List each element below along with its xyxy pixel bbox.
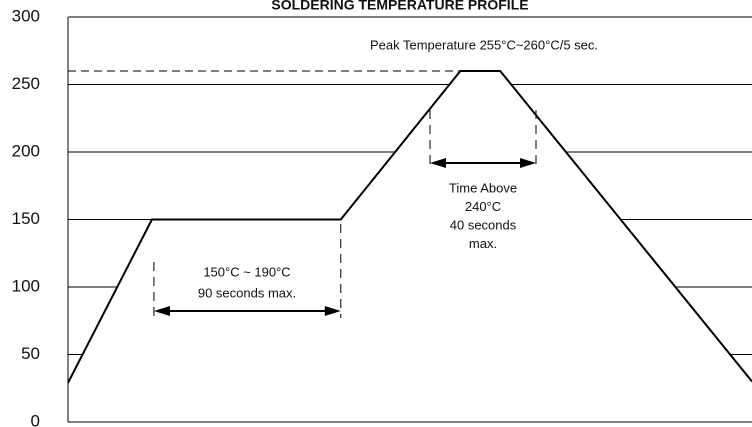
y-tick-label: 150 xyxy=(12,209,40,228)
arrow-head xyxy=(153,306,170,316)
annotation: 40 seconds xyxy=(450,217,517,232)
y-tick-label: 300 xyxy=(12,6,40,25)
y-tick-label: 100 xyxy=(12,276,40,295)
annotation: 240°C xyxy=(465,199,501,214)
annotation: 150°C ~ 190°C xyxy=(203,264,290,279)
annotation: Time Above xyxy=(449,180,517,195)
under-fill xyxy=(68,71,752,422)
annotation: max. xyxy=(469,236,497,251)
annotation: 90 seconds max. xyxy=(198,285,296,300)
y-tick-label: 250 xyxy=(12,74,40,93)
annotation: Peak Temperature 255°C~260°C/5 sec. xyxy=(370,37,598,52)
arrow-head xyxy=(324,306,341,316)
data-line xyxy=(67,70,752,384)
y-tick-label: 200 xyxy=(12,141,40,160)
arrow-head xyxy=(430,158,446,168)
arrow-head xyxy=(520,158,536,168)
y-tick-label: 0 xyxy=(31,411,40,427)
chart-title: SOLDERING TEMPERATURE PROFILE xyxy=(271,0,528,13)
y-tick-label: 50 xyxy=(21,344,40,363)
